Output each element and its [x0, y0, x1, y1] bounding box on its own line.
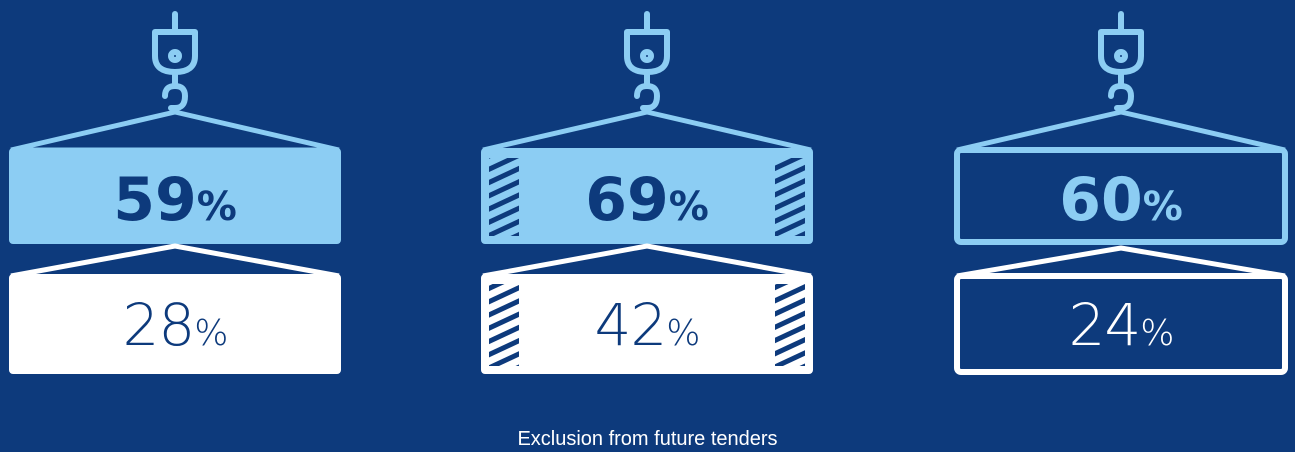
crane-hook-icon: [954, 11, 1288, 375]
bottom-unit: %: [1140, 313, 1174, 354]
bottom-value: 28: [122, 291, 195, 359]
top-container-icon: [954, 147, 1288, 245]
bottom-percentage: 24%: [951, 296, 1291, 354]
crane-stack-3: 60% 24%: [951, 0, 1291, 380]
bottom-value: 24: [1068, 291, 1141, 359]
bottom-percentage: 42%: [477, 296, 817, 354]
top-value: 60: [1059, 165, 1143, 235]
crane-hook-icon: [9, 11, 341, 374]
top-unit: %: [1142, 184, 1183, 230]
top-percentage: 69%: [477, 170, 817, 230]
bottom-percentage: 28%: [5, 296, 345, 354]
crane-stack-1: 59% 28%: [5, 0, 345, 380]
top-value: 59: [113, 165, 197, 235]
bottom-unit: %: [666, 313, 700, 354]
bottom-value: 42: [594, 291, 667, 359]
crane-hook-icon: [481, 11, 813, 374]
top-value: 69: [585, 165, 669, 235]
bottom-container-icon: [954, 273, 1288, 375]
top-unit: %: [196, 184, 237, 230]
top-container-icon: [9, 148, 341, 244]
top-percentage: 59%: [5, 170, 345, 230]
crane-stack-2: 69% 42%: [477, 0, 817, 380]
top-unit: %: [668, 184, 709, 230]
top-percentage: 60%: [951, 170, 1291, 230]
bottom-container-icon: [481, 274, 813, 374]
bottom-container-icon: [9, 274, 341, 374]
top-container-icon: [481, 148, 813, 244]
caption: Exclusion from future tenders: [517, 428, 778, 450]
bottom-unit: %: [194, 313, 228, 354]
